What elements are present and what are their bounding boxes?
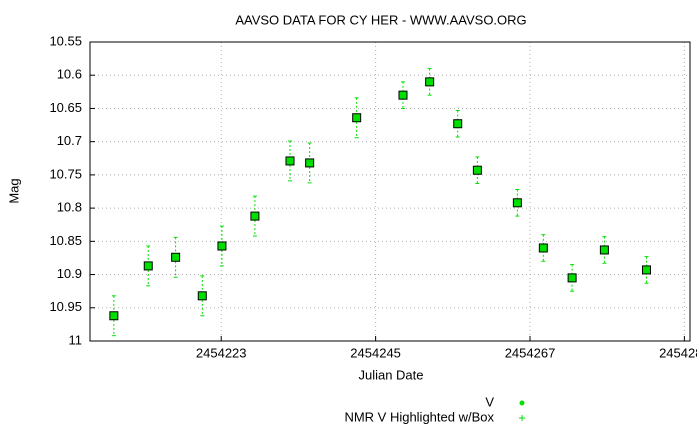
y-axis-label: Mag (6, 178, 21, 203)
x-tick-label: 2454223 (196, 345, 247, 360)
point (220, 244, 224, 248)
point (174, 255, 178, 259)
chart-title: AAVSO DATA FOR CY HER - WWW.AAVSO.ORG (235, 12, 526, 27)
y-tick-label: 10.55 (49, 33, 82, 48)
point (355, 116, 359, 120)
point (541, 246, 545, 250)
y-tick-label: 10.6 (57, 67, 82, 82)
point (428, 80, 432, 84)
y-tick-label: 10.65 (49, 100, 82, 115)
legend-label: V (485, 394, 494, 409)
point (401, 93, 405, 97)
legend-marker (519, 400, 525, 406)
x-tick-label: 2454267 (505, 345, 556, 360)
point (570, 276, 574, 280)
y-tick-label: 10.75 (49, 166, 82, 181)
point (475, 168, 479, 172)
y-tick-label: 10.9 (57, 266, 82, 281)
x-tick-label: 2454245 (350, 345, 401, 360)
y-tick-label: 10.85 (49, 233, 82, 248)
y-tick-label: 10.8 (57, 200, 82, 215)
point (515, 201, 519, 205)
point (253, 214, 257, 218)
point (456, 122, 460, 126)
point (288, 159, 292, 163)
y-tick-label: 11 (69, 332, 83, 347)
point (112, 314, 116, 318)
point (308, 161, 312, 165)
point (644, 268, 648, 272)
point (200, 294, 204, 298)
point (146, 264, 150, 268)
y-tick-label: 10.7 (57, 133, 82, 148)
plot-frame (89, 41, 691, 342)
legend-label: NMR V Highlighted w/Box (344, 409, 494, 424)
point (602, 248, 606, 252)
y-tick-label: 10.95 (49, 299, 82, 314)
x-tick-label: 2454289 (659, 345, 697, 360)
x-axis-label: Julian Date (358, 367, 423, 382)
